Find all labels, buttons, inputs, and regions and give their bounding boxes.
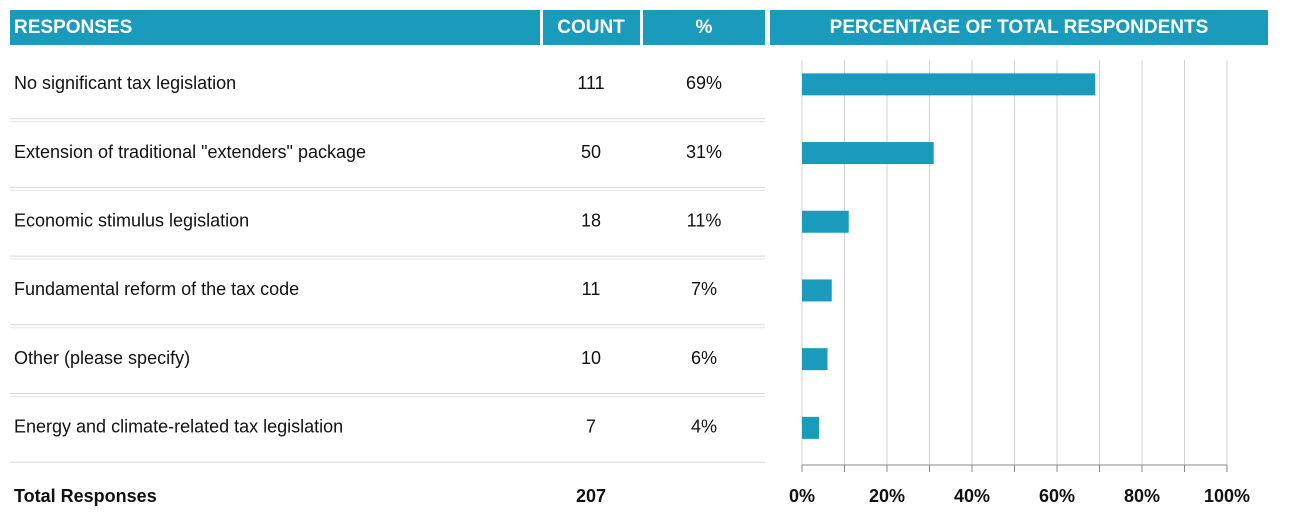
count: 50 [581, 142, 601, 162]
count: 7 [586, 417, 596, 437]
response: Extension of traditional "extenders" pac… [14, 142, 366, 162]
count: 11 [582, 279, 601, 299]
percent: 6% [691, 348, 717, 368]
header-cell [10, 10, 540, 45]
bar [802, 142, 934, 165]
response: Fundamental reform of the tax code [14, 279, 299, 299]
x-tick-label: 80% [1124, 486, 1160, 506]
response: Energy and climate-related tax legislati… [14, 417, 343, 437]
response: Other (please specify) [14, 348, 190, 368]
percent: 4% [691, 417, 717, 437]
count: 111 [577, 73, 604, 93]
percent: 11% [687, 211, 722, 231]
header-label: RESPONSES [14, 17, 132, 38]
x-tick-label: 0% [789, 486, 815, 506]
x-tick-label: 60% [1039, 486, 1075, 506]
count: 18 [581, 211, 601, 231]
percent: 69% [686, 73, 722, 93]
total-count: 207 [576, 486, 606, 506]
percent: 31% [686, 142, 722, 162]
bar [802, 73, 1096, 96]
bar [802, 279, 832, 302]
x-tick-label: 40% [954, 486, 990, 506]
count: 10 [581, 348, 601, 368]
total-label: Total Responses [14, 486, 157, 506]
response: No significant tax legislation [14, 73, 236, 93]
header-label: % [696, 17, 713, 38]
x-tick-label: 20% [869, 486, 905, 506]
header-cell [643, 10, 765, 45]
response: Economic stimulus legislation [14, 211, 249, 231]
chart-title: PERCENTAGE OF TOTAL RESPONDENTS [830, 17, 1209, 38]
header-cell [770, 10, 1268, 45]
bar [802, 210, 849, 233]
x-tick-label: 100% [1204, 486, 1250, 506]
header-cell [543, 10, 640, 45]
bar [802, 416, 819, 439]
header-label: COUNT [557, 17, 625, 38]
bar [802, 348, 828, 371]
percent: 7% [691, 279, 717, 299]
